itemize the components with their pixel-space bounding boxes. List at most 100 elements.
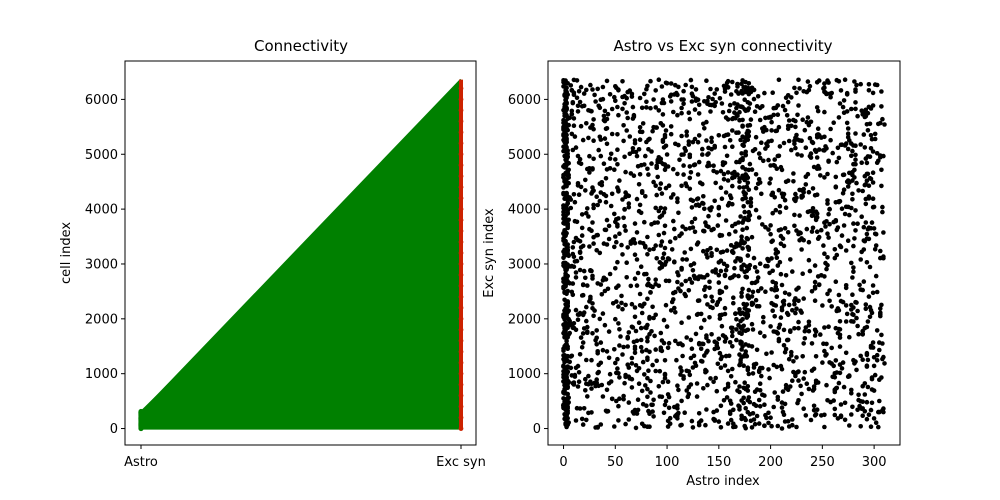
scatter-point [779, 426, 785, 431]
astro-vs-exc-plot-frame [547, 60, 901, 446]
scatter-point [745, 327, 751, 333]
scatter-point [702, 317, 707, 323]
scatter-point [639, 310, 645, 316]
scatter-point [679, 133, 684, 139]
scatter-point [746, 395, 752, 400]
scatter-point [679, 152, 684, 157]
scatter-point [637, 291, 643, 297]
scatter-point [717, 288, 723, 294]
scatter-point [727, 138, 733, 143]
scatter-point [668, 99, 674, 104]
scatter-point [566, 160, 571, 166]
scatter-point [839, 206, 845, 211]
scatter-point [869, 310, 875, 316]
scatter-point [858, 257, 863, 262]
scatter-point [773, 251, 779, 256]
scatter-point [835, 145, 841, 151]
scatter-point [810, 140, 816, 146]
scatter-point [680, 353, 685, 359]
scatter-point [712, 198, 717, 204]
scatter-point [588, 379, 593, 385]
scatter-point [737, 117, 742, 123]
scatter-point [606, 223, 612, 229]
scatter-point [821, 243, 826, 248]
scatter-point [868, 133, 874, 138]
scatter-point [880, 356, 885, 362]
scatter-point [809, 289, 815, 294]
scatter-point [805, 115, 811, 120]
scatter-point [865, 319, 871, 324]
scatter-point [583, 188, 588, 193]
scatter-point [590, 276, 595, 281]
scatter-point [756, 368, 762, 373]
scatter-point [575, 363, 581, 369]
scatter-point [834, 77, 840, 83]
exc-syn-point [458, 217, 464, 223]
scatter-point [829, 345, 834, 351]
scatter-point [809, 368, 815, 373]
scatter-point [850, 311, 855, 317]
scatter-point [831, 398, 836, 403]
scatter-point [730, 248, 735, 254]
scatter-point [777, 322, 783, 328]
y-tick-label: 1000 [85, 367, 118, 382]
scatter-point [576, 312, 582, 317]
scatter-point [668, 124, 674, 129]
scatter-point [654, 192, 659, 198]
scatter-point [664, 324, 670, 329]
scatter-point [860, 188, 865, 194]
scatter-point [632, 346, 638, 352]
scatter-point [864, 399, 870, 405]
scatter-point [701, 194, 706, 199]
scatter-point [614, 285, 619, 291]
scatter-point [654, 358, 659, 364]
scatter-point [849, 391, 854, 396]
scatter-point [770, 238, 775, 243]
scatter-point [692, 216, 698, 222]
scatter-point [826, 235, 831, 240]
scatter-point [756, 304, 762, 309]
scatter-point [571, 239, 577, 245]
scatter-point [675, 411, 680, 417]
scatter-point [741, 185, 746, 190]
scatter-point [658, 181, 664, 186]
scatter-point [812, 327, 818, 333]
scatter-point [565, 301, 570, 306]
exc-syn-point [458, 140, 464, 146]
scatter-point [575, 317, 581, 323]
scatter-point [870, 103, 876, 108]
scatter-point [731, 407, 736, 413]
scatter-point [745, 217, 751, 223]
scatter-point [845, 184, 851, 189]
scatter-point [819, 227, 824, 233]
scatter-point [724, 248, 730, 253]
scatter-point [704, 138, 709, 143]
scatter-point [668, 131, 674, 137]
scatter-point [700, 152, 705, 157]
scatter-point [822, 134, 827, 140]
scatter-point [749, 425, 755, 430]
scatter-point [799, 310, 804, 315]
scatter-point [851, 143, 856, 148]
scatter-point [734, 172, 739, 178]
scatter-point [570, 245, 576, 250]
scatter-point [615, 147, 620, 152]
scatter-point [590, 87, 595, 92]
scatter-point [878, 154, 883, 160]
scatter-point [873, 231, 879, 237]
scatter-point [743, 349, 748, 354]
scatter-point [800, 117, 805, 122]
scatter-point [753, 185, 759, 191]
scatter-point [801, 296, 806, 301]
y-tick-label: 5000 [508, 148, 541, 163]
scatter-point [659, 100, 665, 106]
scatter-point [834, 370, 840, 375]
scatter-point [687, 164, 693, 169]
scatter-point [571, 92, 577, 97]
scatter-point [712, 143, 717, 149]
scatter-point [569, 131, 575, 137]
scatter-point [755, 275, 761, 280]
scatter-point [656, 232, 662, 238]
scatter-point [689, 91, 695, 96]
